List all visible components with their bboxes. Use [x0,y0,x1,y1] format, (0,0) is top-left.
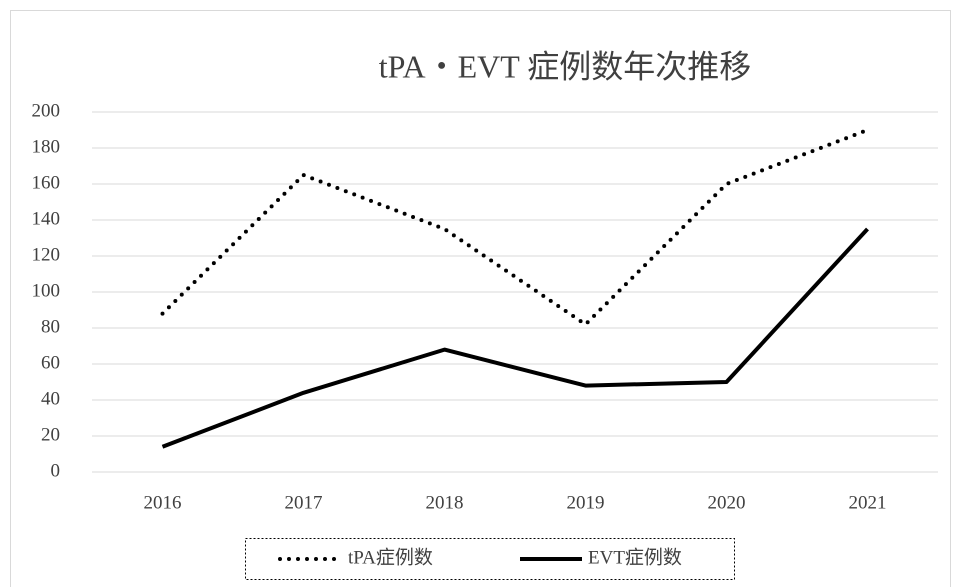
y-tick-label: 140 [32,208,61,229]
x-tick-label: 2020 [708,492,746,513]
y-tick-label: 80 [41,316,60,337]
x-tick-label: 2018 [426,492,464,513]
y-tick-label: 180 [32,136,61,157]
x-tick-label: 2016 [144,492,182,513]
legend-label: EVT症例数 [588,546,682,568]
y-tick-label: 200 [32,100,61,121]
x-tick-label: 2021 [849,492,887,513]
y-tick-label: 160 [32,172,61,193]
chart-border [10,10,951,587]
chart-title: tPA・EVT 症例数年次推移 [379,48,752,84]
legend-label: tPA症例数 [348,546,433,568]
y-tick-label: 60 [41,352,60,373]
y-tick-label: 0 [51,460,61,481]
x-tick-label: 2019 [567,492,605,513]
series-line [161,227,869,449]
series-line [160,128,870,327]
y-tick-label: 20 [41,424,60,445]
legend-box [245,538,735,580]
x-tick-label: 2017 [285,492,323,513]
y-tick-label: 100 [32,280,61,301]
y-tick-label: 40 [41,388,60,409]
y-tick-label: 120 [32,244,61,265]
